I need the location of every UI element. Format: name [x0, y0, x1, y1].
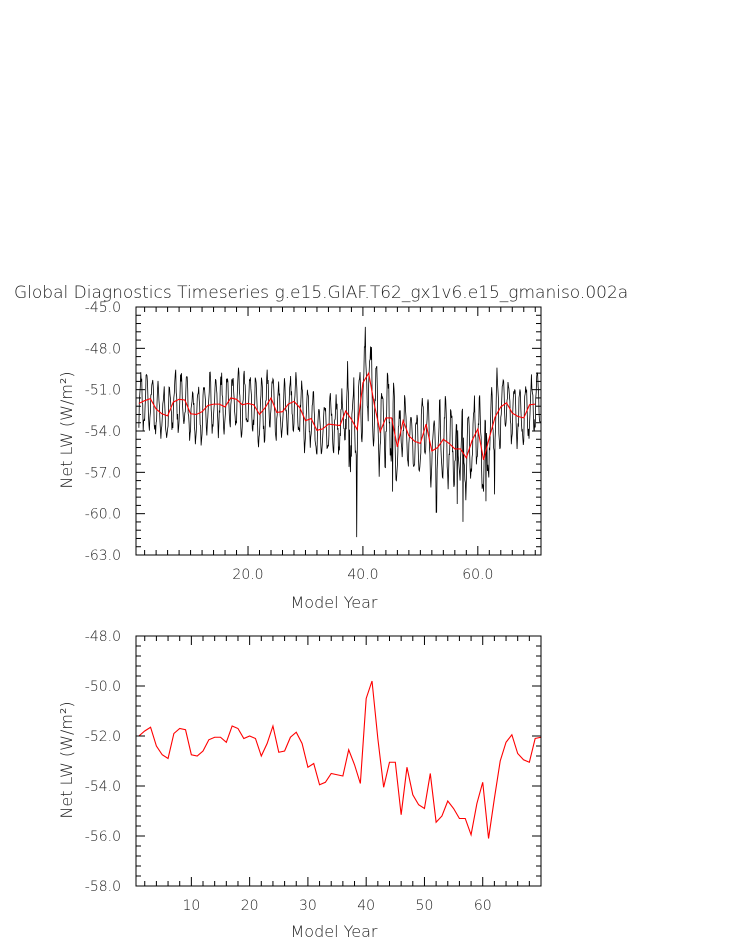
top-x-tick-label: 40.0	[347, 567, 378, 583]
bottom-y-tick-label: -52.0	[85, 729, 121, 745]
top-chart-panel: 20.0 40.0 60.0 -63.0 -60.0 -57.0 -54.0 -51.0 -48…	[57, 300, 542, 612]
bottom-x-tick-label: 60	[474, 898, 492, 914]
bottom-y-tick-label: -48.0	[85, 629, 121, 645]
bottom-x-tick-label: 20	[241, 898, 259, 914]
top-x-axis-label: Model Year	[291, 593, 378, 612]
top-y-tick-label: -54.0	[85, 424, 121, 440]
bottom-x-tick-label: 30	[299, 898, 317, 914]
bottom-y-tick-label: -58.0	[85, 879, 121, 895]
top-tick-group: 20.0 40.0 60.0 -63.0 -60.0 -57.0 -54.0 -51.0 -48…	[85, 300, 541, 583]
top-x-tick-label: 60.0	[462, 567, 493, 583]
top-y-tick-label: -63.0	[85, 548, 121, 564]
top-x-tick-label: 20.0	[232, 567, 263, 583]
bottom-x-tick-label: 50	[416, 898, 434, 914]
top-y-tick-label: -57.0	[85, 465, 121, 481]
top-y-tick-label: -48.0	[85, 341, 121, 357]
bottom-y-tick-label: -54.0	[85, 779, 121, 795]
top-y-tick-label: -60.0	[85, 507, 121, 523]
top-series-group	[138, 326, 541, 538]
bottom-y-axis-label: Net LW (W/m²)	[57, 701, 76, 818]
figure-title: Global Diagnostics Timeseries g.e15.GIAF…	[14, 283, 628, 303]
bottom-x-tick-label: 40	[357, 898, 375, 914]
bottom-series-annual-mean-line	[138, 680, 542, 839]
bottom-series-group	[138, 680, 542, 839]
top-y-tick-label: -51.0	[85, 383, 121, 399]
bottom-x-tick-label: 10	[182, 898, 200, 914]
top-series-monthly-line	[138, 326, 541, 538]
bottom-tick-group: 10 20 30 40 50 60 -58.0 -56.0 -54.0 -52.0 -50.0 -48…	[85, 629, 542, 914]
bottom-x-axis-label: Model Year	[291, 922, 378, 941]
bottom-chart-panel: 10 20 30 40 50 60 -58.0 -56.0 -54.0 -52.0 -50.0 -48…	[57, 629, 542, 941]
bottom-y-tick-label: -56.0	[85, 829, 121, 845]
bottom-plot-frame	[135, 635, 542, 887]
top-y-axis-label: Net LW (W/m²)	[57, 371, 76, 488]
bottom-y-tick-label: -50.0	[85, 679, 121, 695]
top-y-tick-label: -45.0	[85, 300, 121, 316]
top-series-annual-mean-line	[138, 371, 536, 461]
